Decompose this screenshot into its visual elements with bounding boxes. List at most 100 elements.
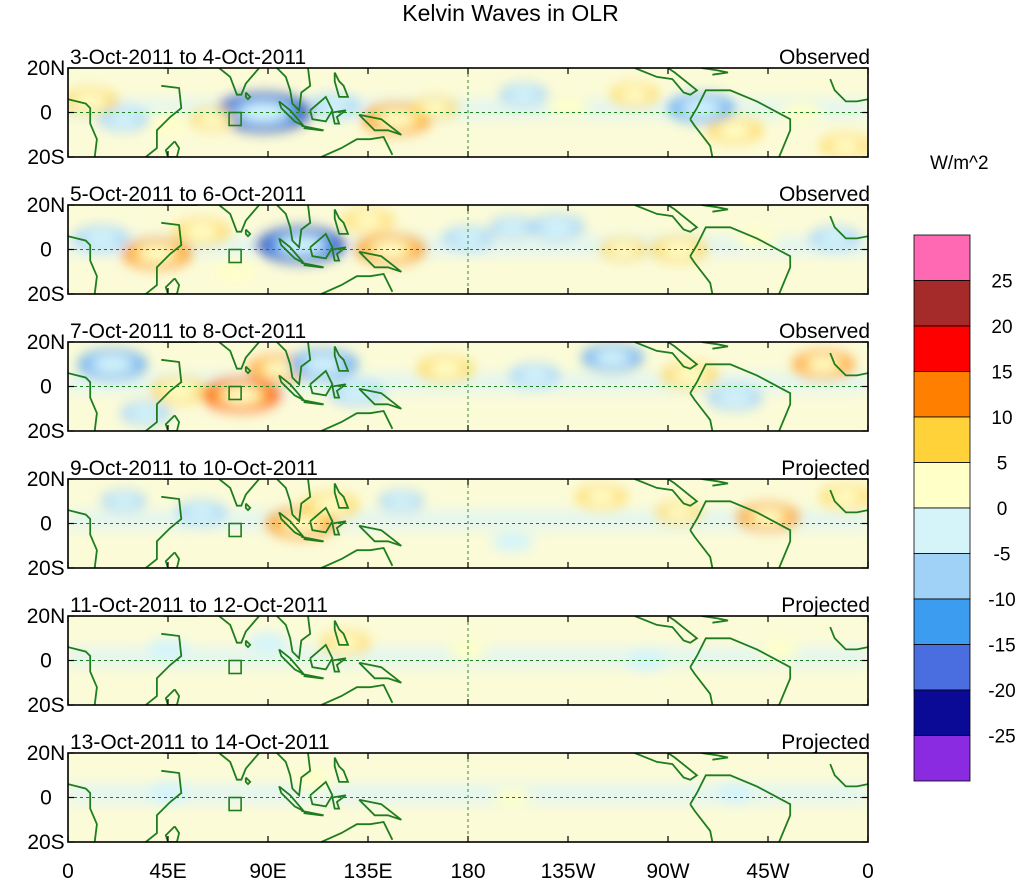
coastline (358, 387, 402, 410)
coastlines (68, 342, 868, 431)
anomaly-blob (160, 382, 198, 400)
coastline (333, 483, 350, 509)
coastlines (68, 68, 868, 157)
coastline (689, 255, 714, 294)
colorbar-swatch (913, 689, 971, 736)
coastline (358, 524, 402, 547)
coastline (331, 383, 347, 399)
coastline (68, 98, 98, 157)
lat-label: 20S (27, 146, 64, 169)
anomaly-band (68, 784, 868, 804)
coastline (276, 616, 312, 661)
coastline (358, 798, 402, 821)
coastline (244, 502, 252, 512)
anomaly-blob (241, 103, 286, 122)
coastline (829, 78, 868, 103)
map-panel: 20N 0 20S 7-Oct-2011 to 8-Oct-2011 Observed (27, 320, 870, 443)
anomaly-blob (318, 97, 352, 114)
colorbar: 25 20 15 10 5 0 -5 -10 -15 -20 -25 (913, 234, 1016, 782)
colorbar-label: -5 (994, 545, 1011, 566)
coastline (689, 529, 714, 568)
lat-label: 20S (27, 283, 64, 306)
colorbar-label: 15 (991, 363, 1012, 384)
anomaly-blob (806, 356, 841, 372)
lat-label: 0 (40, 239, 52, 262)
coastline (829, 626, 868, 651)
coastline (145, 358, 183, 431)
coastline (634, 205, 699, 233)
colorbar-label: 5 (997, 454, 1008, 475)
anomaly-blob (716, 783, 753, 803)
lat-label: 20N (27, 194, 66, 217)
anomaly-field (68, 769, 868, 807)
colorbar-swatch (913, 553, 971, 600)
anomaly-blob (371, 241, 410, 258)
anomaly-blob (619, 87, 651, 103)
coastline (829, 763, 868, 788)
anomaly-blob (608, 242, 639, 257)
colorbar-swatch (913, 644, 971, 691)
panel-status: Projected (781, 457, 870, 480)
coastline (331, 109, 347, 125)
coastline (164, 140, 181, 157)
coastline (829, 215, 868, 240)
coastline (309, 369, 334, 397)
coastline (278, 237, 305, 264)
coastline (333, 346, 350, 372)
anomaly-blob (759, 639, 799, 660)
coastline (301, 536, 324, 543)
coastline (301, 810, 324, 817)
coastline (320, 410, 394, 431)
lon-label: 180 (450, 860, 485, 883)
coastline (68, 509, 98, 568)
lat-label: 20S (27, 831, 64, 854)
colorbar-swatch (913, 735, 971, 782)
map-panel: 20N 0 20S 11-Oct-2011 to 12-Oct-2011 Project… (27, 594, 870, 717)
coastline (145, 632, 183, 705)
anomaly-blob (664, 505, 694, 520)
colorbar-swatch (913, 280, 971, 327)
panel-date-range: 11-Oct-2011 to 12-Oct-2011 (70, 594, 328, 617)
coastline (244, 365, 252, 375)
colorbar-label: -10 (988, 590, 1015, 611)
anomaly-blob (660, 241, 698, 258)
coastline (634, 616, 699, 644)
coastline (689, 226, 792, 294)
anomaly-blob (716, 389, 753, 407)
coastline (244, 639, 252, 649)
lat-label: 0 (40, 513, 52, 536)
coastline (68, 235, 98, 294)
coastline (218, 753, 260, 781)
anomaly-field (68, 344, 868, 425)
coastlines (68, 616, 868, 705)
coastline (301, 124, 324, 132)
panel-date-range: 13-Oct-2011 to 14-Oct-2011 (70, 731, 330, 754)
anomaly-blob (518, 367, 552, 384)
lat-label: 20N (27, 468, 66, 491)
coastline (333, 209, 350, 235)
colorbar-label: 20 (991, 317, 1012, 338)
region-box (228, 248, 242, 264)
colorbar-swatch (913, 416, 971, 463)
lat-label: 0 (40, 102, 52, 125)
coastline (829, 352, 868, 377)
coastline (218, 205, 260, 233)
lat-label: 20N (27, 57, 66, 80)
anomaly-blob (71, 92, 109, 110)
map-panel: 20N 0 20S 5-Oct-2011 to 6-Oct-2011 Observed (27, 183, 870, 306)
coastline (218, 68, 260, 96)
coastline (634, 753, 699, 781)
anomaly-blob (214, 261, 256, 282)
coastline (164, 688, 181, 705)
coastline (309, 643, 334, 671)
lon-label: 135E (343, 860, 392, 883)
panel-date-range: 3-Oct-2011 to 4-Oct-2011 (70, 46, 306, 69)
anomaly-field (68, 83, 868, 157)
colorbar-label: 0 (997, 499, 1008, 520)
coastline (333, 757, 350, 783)
coastline (320, 547, 394, 568)
coastline (701, 342, 729, 350)
lat-label: 0 (40, 650, 52, 673)
region-box (228, 385, 242, 401)
anomaly-blob (491, 531, 533, 552)
